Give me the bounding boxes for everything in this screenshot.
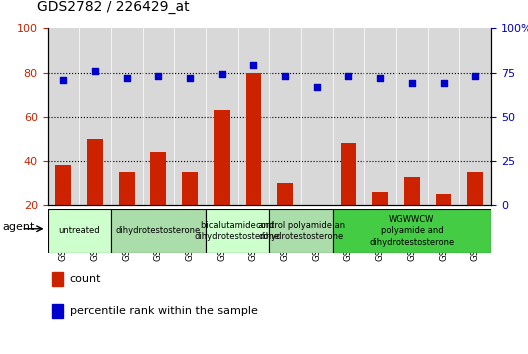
Point (218, 72, 226, 77)
Point (408, 80, 416, 86)
Point (344, 73, 353, 79)
Point (186, 75, 194, 81)
Bar (119, 172, 135, 250)
Point (439, 80, 448, 86)
Bar (48, 209, 111, 253)
Point (122, 75, 131, 81)
Bar (150, 152, 166, 250)
Bar (277, 183, 293, 250)
Text: agent: agent (3, 222, 35, 232)
Bar (333, 28, 364, 205)
Bar (52, 272, 63, 286)
Bar (372, 192, 388, 250)
Bar (79, 28, 111, 205)
Bar (436, 194, 451, 250)
Bar (333, 209, 491, 253)
Bar (459, 28, 491, 205)
Bar (341, 143, 356, 250)
Bar (111, 209, 206, 253)
Bar (206, 28, 238, 205)
Bar (396, 28, 428, 205)
Point (376, 75, 384, 81)
Bar (467, 172, 483, 250)
Point (59, 77, 68, 82)
Bar (301, 28, 333, 205)
Bar (206, 209, 269, 253)
Bar (174, 28, 206, 205)
Bar (214, 110, 230, 250)
Bar (238, 28, 269, 205)
Text: count: count (70, 274, 101, 284)
Text: dihydrotestosterone: dihydrotestosterone (116, 227, 201, 235)
Text: untreated: untreated (59, 227, 100, 235)
Bar (246, 73, 261, 250)
Bar (309, 205, 325, 250)
Point (91, 68, 99, 74)
Point (154, 73, 163, 79)
Bar (269, 209, 333, 253)
Bar (52, 304, 63, 318)
Bar (143, 28, 174, 205)
Text: WGWWCW
polyamide and
dihydrotestosterone: WGWWCW polyamide and dihydrotestosterone (369, 215, 455, 247)
Bar (111, 28, 143, 205)
Text: bicalutamide and
dihydrotestosterone: bicalutamide and dihydrotestosterone (195, 221, 280, 241)
Text: percentile rank within the sample: percentile rank within the sample (70, 306, 258, 316)
Bar (87, 139, 103, 250)
Point (471, 73, 479, 79)
Bar (55, 166, 71, 250)
Point (281, 73, 289, 79)
Point (313, 84, 321, 90)
Bar (269, 28, 301, 205)
Bar (48, 28, 79, 205)
Bar (182, 172, 198, 250)
Bar (428, 28, 459, 205)
Point (249, 63, 258, 68)
Bar (404, 177, 420, 250)
Text: control polyamide an
dihydrotestosterone: control polyamide an dihydrotestosterone (257, 221, 345, 241)
Bar (364, 28, 396, 205)
Text: GDS2782 / 226429_at: GDS2782 / 226429_at (37, 0, 190, 14)
